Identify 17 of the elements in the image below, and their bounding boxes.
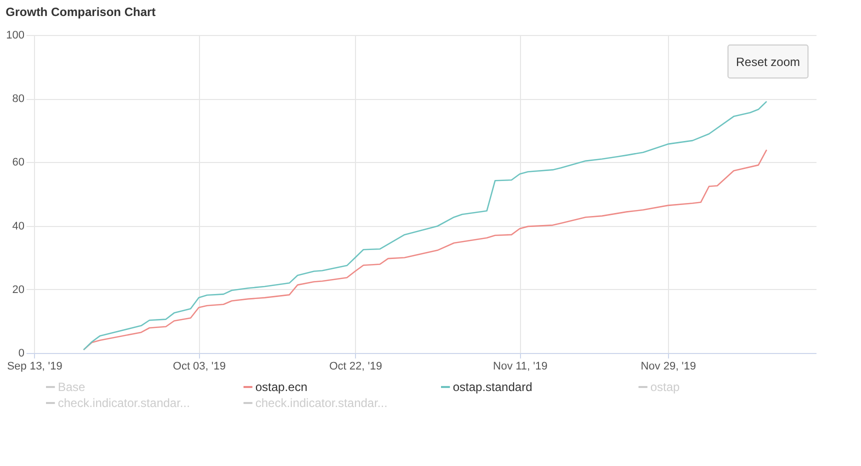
x-tick-label: Oct 22, '19 (329, 360, 382, 372)
legend-label: ostap.standard (452, 380, 532, 394)
y-tick-label: 80 (12, 93, 24, 106)
line-series (82, 149, 768, 350)
y-tick-label: 20 (12, 284, 24, 296)
annotation: Reset zoom (736, 55, 800, 69)
y-tick-label: 40 (12, 220, 24, 232)
line-series (82, 100, 768, 350)
y-tick-label: 0 (18, 348, 24, 360)
x-tick-label: Nov 11, '19 (493, 360, 548, 372)
legend-label: ostap.ecn (255, 380, 308, 394)
x-tick-label: Oct 03, '19 (172, 360, 226, 372)
x-tick-label: Sep 13, '19 (7, 360, 62, 372)
y-tick-label: 100 (6, 30, 24, 42)
x-tick-label: Nov 29, '19 (640, 360, 696, 372)
y-tick-label: 60 (12, 156, 24, 169)
chart-title: Growth Comparison Chart (6, 5, 156, 19)
